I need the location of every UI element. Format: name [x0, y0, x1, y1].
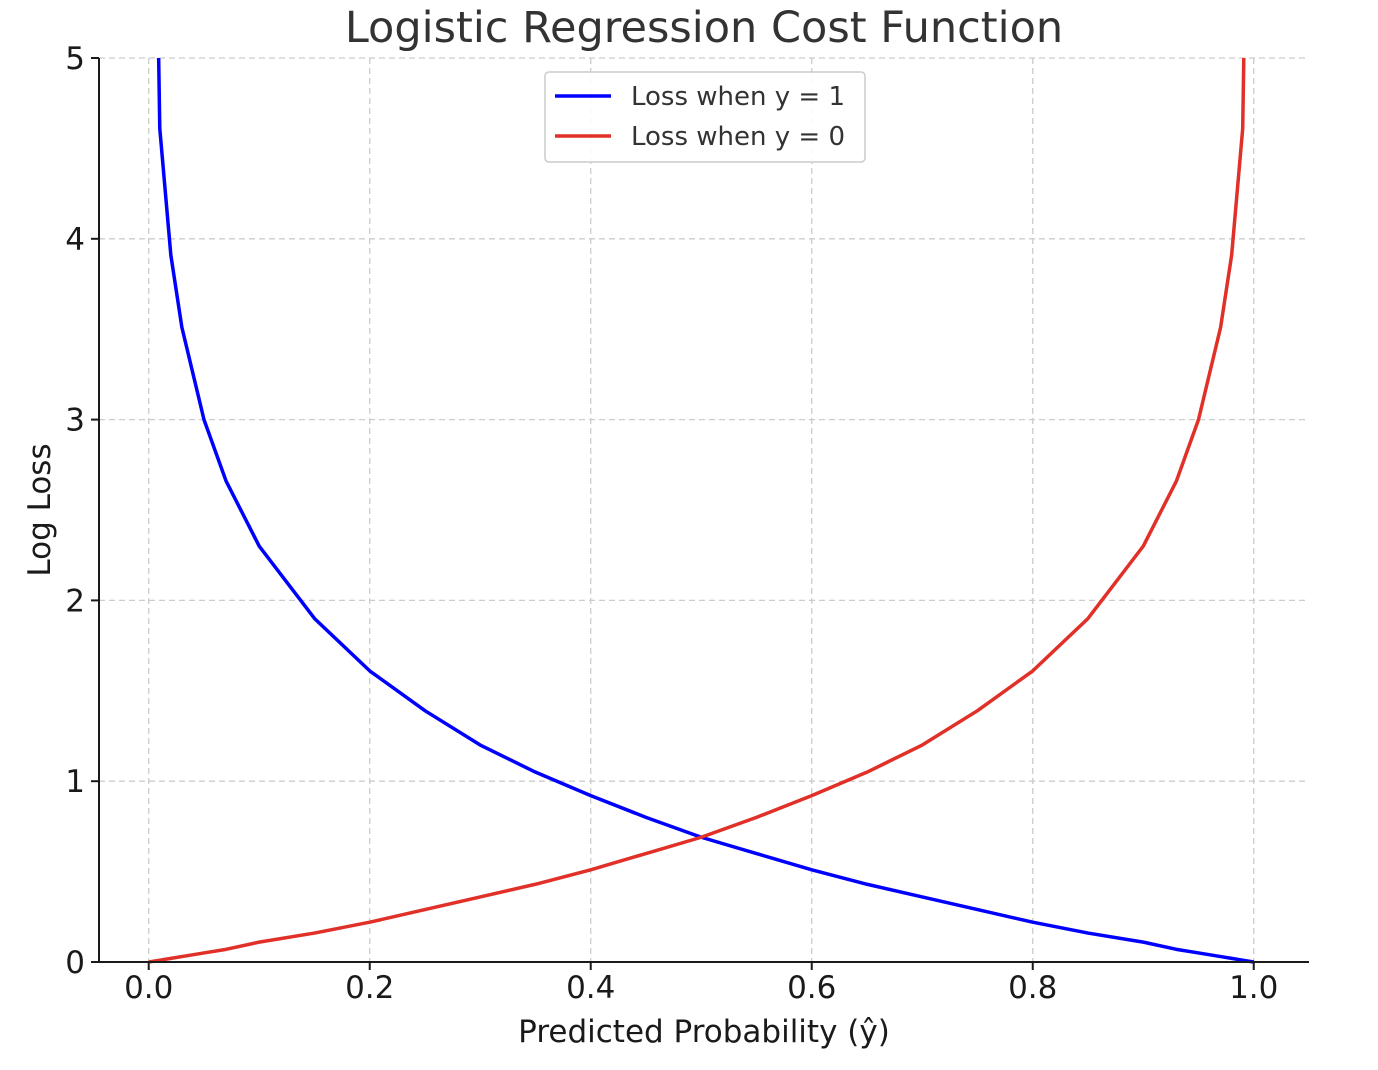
y-tick-label: 1: [65, 764, 85, 800]
y-tick-label: 0: [65, 945, 85, 981]
x-tick-label: 0.2: [345, 970, 394, 1006]
x-axis-label: Predicted Probability (ŷ): [518, 1014, 890, 1050]
series-lines: [148, 57, 1255, 964]
x-tick-label: 0.4: [566, 970, 615, 1006]
legend-label-1: Loss when y = 0: [631, 122, 845, 152]
x-tick-label: 0.0: [124, 970, 173, 1006]
x-tick-label: 0.6: [787, 970, 836, 1006]
chart-title: Logistic Regression Cost Function: [345, 3, 1063, 53]
axis-ticks: 0.0 0.2 0.4 0.6 0.8 1.0 0 1 2 3 4 5: [65, 41, 1278, 1006]
x-tick-label: 0.8: [1008, 970, 1057, 1006]
legend-label-0: Loss when y = 1: [631, 82, 845, 112]
legend: Loss when y = 1 Loss when y = 0: [544, 71, 866, 163]
plot-frame: [99, 58, 1309, 962]
y-tick-label: 3: [65, 403, 85, 439]
series-line-0: [156, 57, 1255, 964]
y-tick-label: 2: [65, 583, 85, 619]
x-tick-label: 1.0: [1229, 970, 1278, 1006]
y-tick-label: 5: [65, 41, 85, 77]
series-line-1: [148, 57, 1246, 964]
y-axis-label: Log Loss: [22, 443, 58, 576]
legend-box: [544, 71, 866, 163]
y-tick-label: 4: [65, 222, 85, 258]
grid: [99, 57, 1309, 962]
